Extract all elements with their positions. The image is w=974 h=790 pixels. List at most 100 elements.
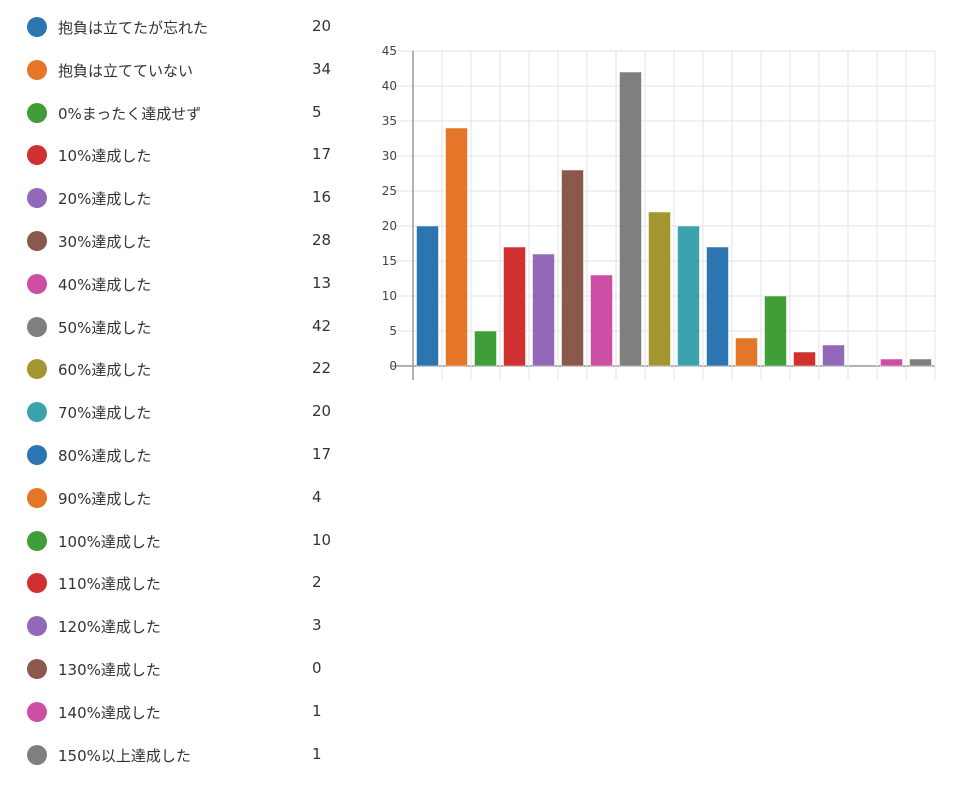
legend-label: 抱負は立てたが忘れた — [58, 19, 209, 37]
legend-dot-icon — [27, 359, 47, 380]
legend-item: 130%達成した 0 — [0, 654, 360, 684]
legend-count: 1 — [312, 701, 322, 720]
legend-item: 60%達成した 22 — [0, 354, 360, 384]
legend-label: 20%達成した — [58, 190, 152, 209]
bar-12 — [764, 295, 787, 367]
legend-count: 13 — [312, 273, 332, 292]
legend-item: 100%達成した 10 — [0, 526, 360, 556]
bar-14 — [822, 344, 845, 367]
legend-label: 90%達成した — [58, 489, 152, 508]
legend-item: 抱負は立てていない 34 — [0, 55, 360, 85]
legend-count: 28 — [312, 231, 332, 249]
legend-item: 150%以上達成した 1 — [0, 740, 360, 770]
legend-count: 16 — [312, 188, 332, 207]
legend-dot-icon — [27, 145, 47, 166]
legend-dot-icon — [27, 17, 47, 37]
bar-11 — [735, 337, 758, 367]
bar-6 — [590, 274, 613, 367]
legend-label: 10%達成した — [58, 147, 152, 166]
legend-label: 50%達成した — [58, 318, 152, 337]
bar-7 — [619, 71, 642, 367]
legend-dot-icon — [27, 487, 47, 508]
legend-item: 10%達成した 17 — [0, 140, 360, 170]
legend-item: 50%達成した 42 — [0, 312, 360, 342]
y-tick-label: 5 — [389, 324, 397, 338]
legend-dot-icon — [27, 573, 47, 594]
legend-item: 40%達成した 13 — [0, 269, 360, 299]
bar-10 — [706, 246, 729, 367]
legend-item: 80%達成した 17 — [0, 440, 360, 470]
legend-count: 10 — [312, 530, 332, 549]
legend-count: 20 — [312, 402, 332, 421]
legend-dot-icon — [27, 102, 47, 123]
y-tick-label: 25 — [382, 184, 397, 198]
y-tick-label: 10 — [382, 289, 397, 303]
legend-dot-icon — [27, 273, 47, 294]
legend-count: 2 — [312, 573, 322, 592]
legend-item: 90%達成した 4 — [0, 483, 360, 513]
legend-dot-icon — [27, 659, 47, 679]
legend-dot-icon — [27, 402, 47, 423]
y-tick-label: 0 — [389, 359, 397, 373]
y-tick-label: 20 — [382, 219, 397, 233]
legend-count: 3 — [312, 616, 322, 635]
legend-label: 30%達成した — [58, 233, 152, 251]
legend-item: 20%達成した 16 — [0, 183, 360, 213]
legend-dot-icon — [27, 744, 47, 765]
legend-dot-icon — [27, 59, 47, 80]
legend-dot-icon — [27, 231, 47, 251]
bar-5 — [561, 169, 584, 367]
legend-label: 0%まったく達成せず — [58, 104, 202, 123]
legend-count: 5 — [312, 102, 322, 121]
legend-count: 22 — [312, 359, 332, 378]
bar-17 — [909, 358, 932, 367]
legend-label: 40%達成した — [58, 275, 152, 294]
legend-count: 4 — [312, 487, 322, 506]
legend-dot-icon — [27, 445, 47, 465]
legend-dot-icon — [27, 316, 47, 337]
legend-count: 34 — [312, 59, 332, 78]
y-tick-label: 15 — [382, 254, 397, 268]
bar-8 — [648, 211, 671, 367]
bar-1 — [445, 127, 468, 367]
y-tick-label: 45 — [382, 44, 397, 58]
bar-9 — [677, 225, 700, 367]
legend-label: 抱負は立てていない — [58, 61, 194, 80]
legend-count: 17 — [312, 145, 332, 164]
legend-item: 110%達成した 2 — [0, 568, 360, 598]
legend-item: 抱負は立てたが忘れた 20 — [0, 12, 360, 42]
y-tick-label: 35 — [382, 114, 397, 128]
legend-count: 0 — [312, 659, 322, 677]
legend-count: 17 — [312, 445, 332, 463]
legend-label: 120%達成した — [58, 618, 161, 637]
legend-label: 140%達成した — [58, 703, 161, 722]
legend-label: 60%達成した — [58, 361, 152, 380]
y-tick-label: 40 — [382, 79, 397, 93]
legend-label: 150%以上達成した — [58, 746, 191, 765]
legend-item: 70%達成した 20 — [0, 397, 360, 427]
legend-count: 1 — [312, 744, 322, 763]
legend-dot-icon — [27, 188, 47, 209]
legend-label: 80%達成した — [58, 447, 152, 465]
bar-3 — [503, 246, 526, 367]
legend-label: 100%達成した — [58, 532, 161, 551]
legend-dot-icon — [27, 616, 47, 637]
legend-label: 130%達成した — [58, 661, 161, 679]
legend-dot-icon — [27, 701, 47, 722]
legend-item: 140%達成した 1 — [0, 697, 360, 727]
y-tick-label: 30 — [382, 149, 397, 163]
bar-0 — [416, 225, 439, 367]
legend-item: 30%達成した 28 — [0, 226, 360, 256]
legend-label: 110%達成した — [58, 575, 161, 594]
legend-item: 0%まったく達成せず 5 — [0, 98, 360, 128]
legend-count: 20 — [312, 17, 332, 35]
legend-label: 70%達成した — [58, 404, 152, 423]
legend-count: 42 — [312, 316, 332, 335]
bar-16 — [880, 358, 903, 367]
legend-dot-icon — [27, 530, 47, 551]
bar-13 — [793, 351, 816, 367]
bar-4 — [532, 253, 555, 367]
legend-item: 120%達成した 3 — [0, 611, 360, 641]
bar-2 — [474, 330, 497, 367]
